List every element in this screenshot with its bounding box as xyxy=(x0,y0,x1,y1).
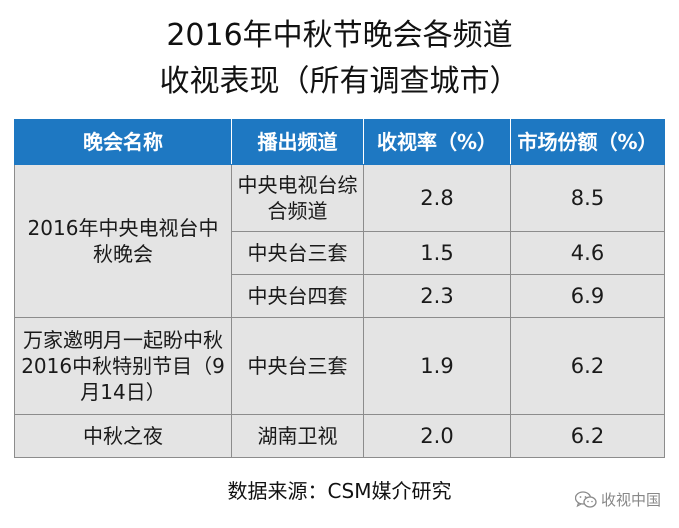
share-cell: 4.6 xyxy=(510,231,665,275)
share-cell: 6.2 xyxy=(510,317,665,415)
program-cell: 中秋之夜 xyxy=(14,414,232,458)
title-line-2: 收视表现（所有调查城市） xyxy=(159,64,520,99)
header-channel: 播出频道 xyxy=(231,119,364,165)
rating-cell: 2.8 xyxy=(363,164,511,232)
table-row: 中央台四套 2.3 6.9 xyxy=(15,274,665,318)
rating-cell: 2.0 xyxy=(363,414,511,458)
share-cell: 8.5 xyxy=(510,164,665,232)
data-source: 数据来源：CSM媒介研究 xyxy=(227,479,452,503)
header-rating: 收视率（%） xyxy=(363,119,511,165)
table-row: 2016年中央电视台中秋晚会 中央电视台综合频道 2.8 8.5 xyxy=(14,164,665,318)
rating-cell: 1.9 xyxy=(363,317,511,415)
table-row: 中秋之夜 湖南卫视 2.0 6.2 xyxy=(14,414,665,458)
program-cell: 万家邀明月一起盼中秋2016中秋特别节目（9月14日） xyxy=(14,317,232,415)
rating-cell: 1.5 xyxy=(363,231,511,275)
channel-cell: 中央台四套 xyxy=(231,274,364,318)
channel-cell: 湖南卫视 xyxy=(231,414,364,458)
wechat-icon xyxy=(574,490,597,508)
channel-cell: 中央台三套 xyxy=(231,317,364,415)
channel-cell: 中央电视台综合频道 xyxy=(231,164,364,232)
watermark-text: 收视中国 xyxy=(600,491,661,509)
header-share: 市场份额（%） xyxy=(510,119,665,165)
watermark: 收视中国 xyxy=(574,489,661,510)
table-row: 万家邀明月一起盼中秋2016中秋特别节目（9月14日） 中央台三套 1.9 6.… xyxy=(14,317,665,415)
ratings-table: 晚会名称 播出频道 收视率（%） 市场份额（%） 2016年中央电视台中秋晚会 … xyxy=(14,119,665,458)
rating-cell: 2.3 xyxy=(363,274,511,318)
share-cell: 6.2 xyxy=(510,414,665,458)
channel-cell: 中央台三套 xyxy=(231,231,364,275)
table-row: 中央台三套 1.5 4.6 xyxy=(15,231,665,275)
share-cell: 6.9 xyxy=(510,274,665,318)
title-line-1: 2016年中秋节晚会各频道 xyxy=(166,18,513,53)
header-program: 晚会名称 xyxy=(14,119,232,165)
program-cell: 2016年中央电视台中秋晚会 xyxy=(14,164,232,318)
table-header-row: 晚会名称 播出频道 收视率（%） 市场份额（%） xyxy=(14,119,665,165)
